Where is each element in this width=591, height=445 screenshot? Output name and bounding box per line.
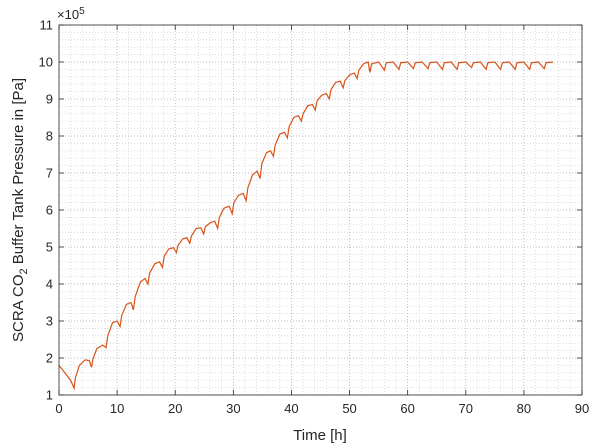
y-axis-label-part2: Buffer Tank Pressure in [Pa]: [10, 78, 27, 268]
y-tick-label: 2: [46, 351, 53, 366]
y-axis-label: SCRA CO2 Buffer Tank Pressure in [Pa]: [10, 78, 30, 342]
major-grid: [59, 25, 582, 395]
x-axis-ticks: 0 10 20 30 40 50 60 70 80 90: [55, 25, 589, 416]
y-axis-ticks: 1 2 3 4 5 6 7 8 9 10 11: [39, 18, 582, 403]
y-tick-label: 3: [46, 314, 53, 329]
pressure-series-line: [58, 61, 554, 391]
x-tick-label: 90: [575, 401, 589, 416]
y-tick-label: 5: [46, 240, 53, 255]
y-tick-label: 8: [46, 129, 53, 144]
x-tick-label: 20: [168, 401, 182, 416]
y-exponent-label: ×105: [57, 6, 85, 22]
x-tick-label: 70: [459, 401, 473, 416]
x-tick-label: 10: [110, 401, 124, 416]
x-tick-label: 50: [342, 401, 356, 416]
y-tick-label: 4: [46, 277, 53, 292]
y-tick-label: 11: [40, 18, 54, 33]
y-exponent-power: 5: [79, 6, 85, 17]
y-axis-label-part1: SCRA CO: [10, 275, 27, 343]
x-tick-label: 30: [226, 401, 240, 416]
x-tick-label: 80: [517, 401, 531, 416]
y-axis-label-subscript: 2: [18, 268, 30, 274]
y-tick-label: 10: [39, 55, 53, 70]
x-tick-label: 40: [284, 401, 298, 416]
minor-grid: [59, 25, 582, 395]
x-axis-label: Time [h]: [293, 427, 347, 444]
x-tick-label: 60: [400, 401, 414, 416]
y-exponent-base: ×10: [57, 7, 79, 22]
y-tick-label: 7: [46, 166, 53, 181]
y-tick-label: 1: [46, 388, 53, 403]
y-tick-label: 9: [46, 92, 53, 107]
x-tick-label: 0: [55, 401, 62, 416]
y-tick-label: 6: [46, 203, 53, 218]
